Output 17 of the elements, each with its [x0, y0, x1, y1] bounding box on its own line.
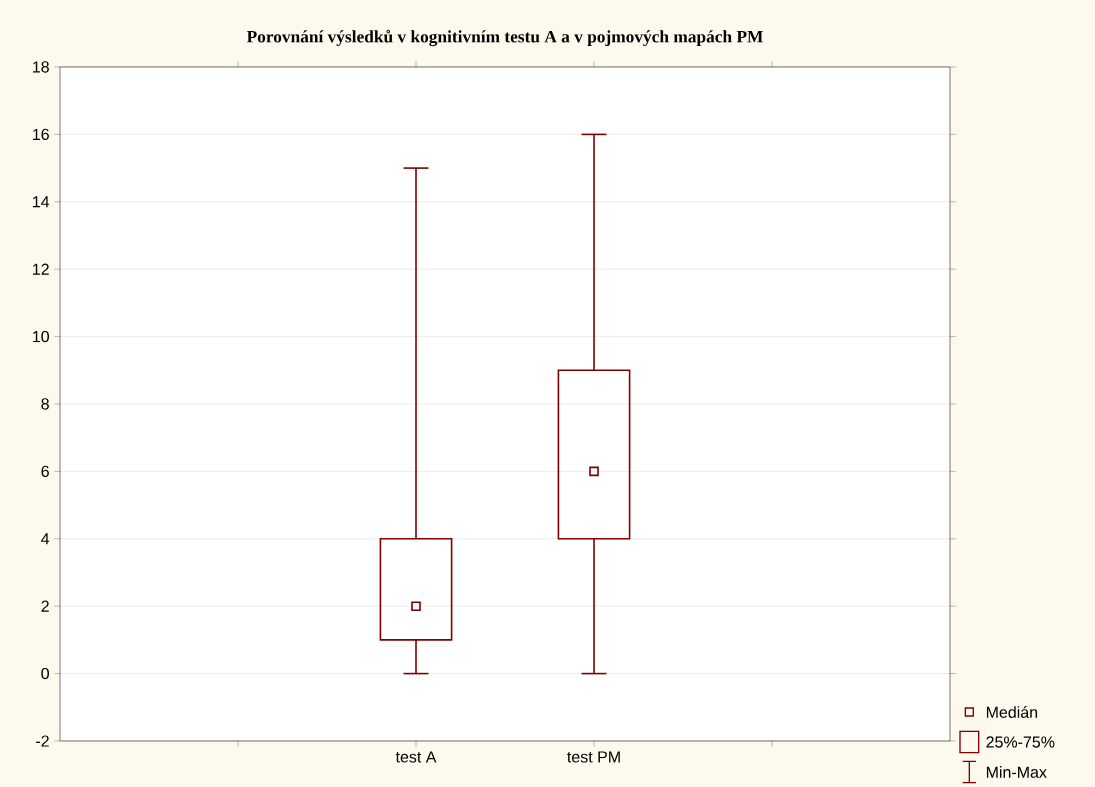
- text: Medián: [986, 706, 1038, 718]
- y-tick-label: 10: [33, 330, 49, 343]
- y-tick-label: 4: [41, 533, 50, 545]
- y-tick-label: 12: [33, 263, 49, 275]
- y-tick-label: 2: [41, 600, 49, 612]
- chart-title: Porovnání výsledků v kognitivním testu A a v pojmových mapách PM: [246, 29, 763, 47]
- y-tick-label: -2: [36, 735, 49, 747]
- y-tick-label: 8: [41, 398, 49, 410]
- y-tick-label: 0: [41, 667, 49, 680]
- y-tick-label: 16: [33, 128, 49, 141]
- y-tick-label: 18: [33, 61, 49, 73]
- y-tick-label: 6: [41, 465, 49, 478]
- x-tick-label: test A: [395, 751, 437, 763]
- text: Min-Max: [986, 766, 1047, 778]
- text: 25%-75%: [986, 736, 1055, 748]
- y-tick-label: 14: [33, 196, 50, 208]
- x-tick-label: test PM: [567, 751, 620, 763]
